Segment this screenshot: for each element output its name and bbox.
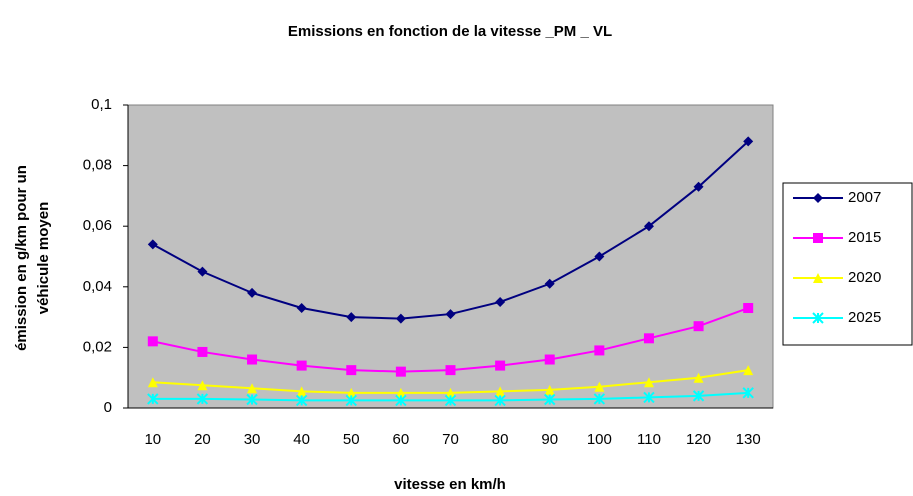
marker — [643, 333, 654, 344]
marker — [643, 391, 655, 404]
marker — [444, 394, 457, 407]
x-axis-title: vitesse en km/h — [394, 476, 506, 493]
marker — [197, 346, 208, 357]
marker — [395, 387, 406, 398]
y-axis-title-line: émission en g/km pour un — [13, 165, 30, 351]
marker — [495, 386, 506, 397]
marker — [693, 321, 704, 332]
x-tick-label: 60 — [393, 431, 410, 448]
marker — [296, 386, 307, 397]
marker — [742, 387, 754, 399]
legend: 2007 2015 2020 2025 — [782, 182, 913, 346]
chart-title: Emissions en fonction de la vitesse _PM … — [288, 23, 612, 40]
x-tick-label: 30 — [244, 431, 261, 448]
x-tick-label: 130 — [736, 431, 761, 448]
x-tick-label: 50 — [343, 431, 360, 448]
marker — [544, 278, 555, 289]
marker — [247, 287, 258, 298]
marker — [445, 387, 456, 398]
x-tick-label: 70 — [442, 431, 459, 448]
marker — [813, 193, 823, 203]
marker — [692, 390, 705, 402]
marker — [743, 136, 754, 147]
marker — [445, 309, 456, 320]
series — [147, 303, 754, 377]
x-tick-label: 20 — [194, 431, 211, 448]
marker — [345, 394, 357, 407]
x-tick-label: 110 — [637, 431, 661, 448]
x-tick-label: 80 — [492, 431, 509, 448]
marker — [247, 383, 258, 394]
marker — [544, 384, 555, 395]
marker — [346, 387, 357, 398]
y-tick-label: 0 — [104, 399, 112, 416]
marker — [593, 393, 606, 405]
legend-label: 2025 — [848, 309, 881, 326]
marker — [346, 312, 357, 323]
plot-area — [127, 104, 774, 409]
marker — [495, 360, 506, 371]
marker — [594, 345, 605, 356]
y-tick-label: 0,1 — [91, 96, 112, 113]
legend-label: 2015 — [848, 229, 881, 246]
y-tick-label: 0,08 — [83, 157, 112, 174]
marker — [813, 233, 823, 243]
marker — [147, 336, 158, 347]
marker — [643, 221, 654, 232]
marker — [246, 393, 258, 406]
marker — [743, 365, 754, 376]
y-axis-title: émission en g/km pour un véhicule moyen — [13, 165, 52, 351]
marker — [693, 372, 704, 383]
marker — [544, 354, 555, 365]
marker — [594, 251, 605, 262]
marker — [395, 313, 406, 324]
marker — [147, 377, 158, 388]
marker — [813, 273, 823, 283]
marker — [643, 377, 654, 388]
marker — [594, 381, 605, 392]
marker — [196, 393, 209, 405]
x-tick-label: 90 — [541, 431, 558, 448]
marker — [395, 394, 407, 407]
marker — [544, 393, 556, 406]
y-tick-label: 0,04 — [83, 278, 112, 295]
marker — [445, 365, 456, 376]
marker — [247, 354, 258, 365]
marker — [693, 181, 704, 192]
marker — [296, 303, 307, 314]
y-axis-title-line: véhicule moyen — [35, 202, 52, 315]
x-tick-label: 120 — [686, 431, 711, 448]
marker — [296, 360, 307, 371]
legend-label: 2007 — [848, 189, 881, 206]
marker — [494, 394, 506, 407]
x-tick-label: 40 — [293, 431, 310, 448]
marker — [147, 393, 159, 405]
marker — [395, 366, 406, 377]
marker — [743, 303, 754, 314]
legend-label: 2020 — [848, 269, 881, 286]
x-tick-label: 10 — [144, 431, 161, 448]
series — [147, 136, 754, 324]
marker — [346, 365, 357, 376]
x-tick-label: 100 — [587, 431, 612, 448]
marker — [147, 239, 158, 250]
marker — [812, 312, 824, 324]
y-tick-label: 0,02 — [83, 338, 112, 355]
marker — [295, 394, 308, 407]
series — [147, 387, 754, 407]
marker — [495, 296, 506, 307]
series — [147, 365, 754, 398]
marker — [197, 266, 208, 277]
marker — [197, 380, 208, 391]
y-tick-label: 0,06 — [83, 217, 112, 234]
